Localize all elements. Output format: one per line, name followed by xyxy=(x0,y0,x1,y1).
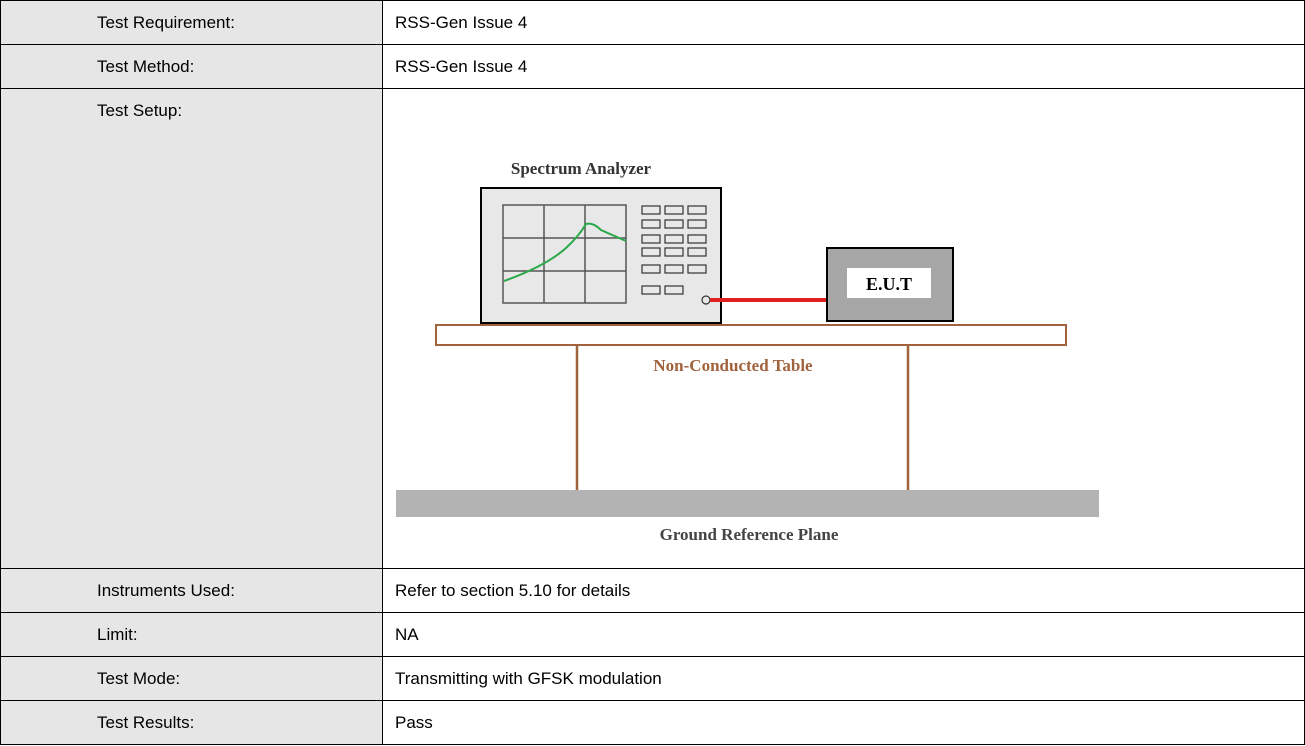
value: Pass xyxy=(382,700,1305,745)
label: Limit: xyxy=(0,612,383,657)
screen xyxy=(502,204,627,304)
row: Limit: NA xyxy=(0,612,1305,657)
eut-label-box xyxy=(847,268,931,298)
label: Test Setup: xyxy=(0,88,383,569)
value: NA xyxy=(382,612,1305,657)
value: RSS-Gen Issue 4 xyxy=(382,0,1305,45)
ground-label: Ground Reference Plane xyxy=(660,525,839,544)
table-label: Non-Conducted Table xyxy=(653,356,813,375)
value: Transmitting with GFSK modulation xyxy=(382,656,1305,701)
table-top xyxy=(435,324,1067,346)
row: Test Results: Pass xyxy=(0,700,1305,745)
label: Test Results: xyxy=(0,700,383,745)
row: Test Requirement: RSS-Gen Issue 4 xyxy=(0,0,1305,45)
label: Test Requirement: xyxy=(0,0,383,45)
value: RSS-Gen Issue 4 xyxy=(382,44,1305,89)
trace xyxy=(503,222,627,282)
row: Test Mode: Transmitting with GFSK modulat… xyxy=(0,656,1305,701)
analyzer-label: Spectrum Analyzer xyxy=(511,159,652,178)
label: Test Method: xyxy=(0,44,383,89)
ground-plane xyxy=(396,490,1099,517)
setup-diagram: Spectrum Analyzer xyxy=(396,159,1099,544)
row: Instruments Used: Refer to section 5.10 f… xyxy=(0,568,1305,613)
row: Test Method: RSS-Gen Issue 4 xyxy=(0,44,1305,89)
eut-label: E.U.T xyxy=(866,274,912,294)
buttons xyxy=(641,205,711,305)
label: Instruments Used: xyxy=(0,568,383,613)
setup-cell: Spectrum Analyzer xyxy=(382,88,1305,569)
row: Test Setup: Spectrum Analyzer xyxy=(0,88,1305,569)
value: Refer to section 5.10 for details xyxy=(382,568,1305,613)
label: Test Mode: xyxy=(0,656,383,701)
